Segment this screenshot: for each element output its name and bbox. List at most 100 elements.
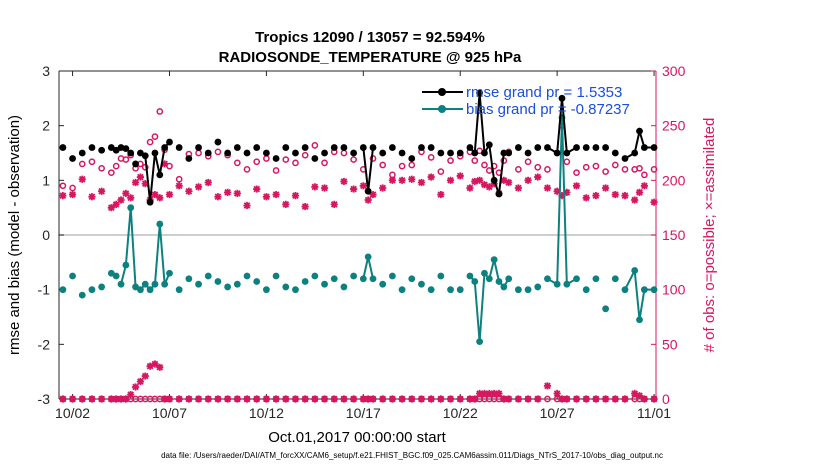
rmse-point xyxy=(59,144,66,151)
bias-point xyxy=(341,284,348,291)
bias-point xyxy=(282,284,289,291)
rmse-point xyxy=(418,144,425,151)
obs-assimilated-point xyxy=(428,173,435,180)
bias-point xyxy=(467,273,474,280)
bias-point xyxy=(244,273,251,280)
x-tick-label: 11/01 xyxy=(637,405,671,421)
bias-point xyxy=(360,275,367,282)
bias-point xyxy=(350,273,357,280)
bias-point xyxy=(481,270,488,277)
obs-assimilated-point xyxy=(331,201,338,208)
obs-assimilated-point xyxy=(302,203,309,210)
y-tick-label: -3 xyxy=(38,391,51,407)
bias-point xyxy=(176,286,183,293)
obs-assimilated-point xyxy=(69,191,76,198)
obs-assimilated-point xyxy=(176,182,183,189)
chart-title-line2: RADIOSONDE_TEMPERATURE @ 925 hPa xyxy=(219,49,522,66)
bias-point xyxy=(195,281,202,288)
obs-assimilated-point xyxy=(79,176,86,183)
obs-assimilated-point xyxy=(127,194,134,201)
obs-assimilated-point xyxy=(137,173,144,180)
obs-assimilated-point xyxy=(447,177,454,184)
bias-point xyxy=(69,273,76,280)
rmse-point xyxy=(273,155,280,162)
rmse-point xyxy=(631,150,638,157)
rmse-point xyxy=(331,144,338,151)
obs-assimilated-point xyxy=(263,193,270,200)
bias-point xyxy=(137,286,144,293)
obs-assimilated-point xyxy=(515,184,522,191)
bias-point xyxy=(59,286,66,293)
rmse-point xyxy=(399,150,406,157)
bias-point xyxy=(505,275,512,282)
obs-assimilated-point xyxy=(234,190,241,197)
obs-assimilated-point xyxy=(573,182,580,189)
obs-assimilated-point xyxy=(524,177,531,184)
rmse-point xyxy=(515,144,522,151)
obs-rejected-point xyxy=(156,364,163,371)
x-tick-label: 10/27 xyxy=(540,405,575,421)
bias-point xyxy=(147,286,154,293)
rmse-point xyxy=(98,147,105,154)
rmse-point xyxy=(147,199,154,206)
obs-assimilated-point xyxy=(621,192,628,199)
rmse-point xyxy=(379,150,386,157)
bias-point xyxy=(331,275,338,282)
rmse-point xyxy=(573,144,580,151)
bias-point xyxy=(641,286,648,293)
obs-assimilated-point xyxy=(505,179,512,186)
obs-assimilated-point xyxy=(214,193,221,200)
rmse-point xyxy=(224,150,231,157)
bias-point xyxy=(428,286,435,293)
obs-assimilated-point xyxy=(602,184,609,191)
bias-point xyxy=(89,286,96,293)
bias-point xyxy=(525,286,532,293)
bias-point xyxy=(544,275,551,282)
obs-assimilated-point xyxy=(253,185,260,192)
rmse-point xyxy=(69,155,76,162)
rmse-point xyxy=(166,139,173,146)
y-tick-label: -2 xyxy=(38,336,51,352)
figure: Tropics 12090 / 13057 = 92.594% RADIOSON… xyxy=(0,0,830,470)
obs-assimilated-point xyxy=(583,194,590,201)
rmse-point xyxy=(79,150,86,157)
obs-assimilated-point xyxy=(156,194,163,201)
rmse-point xyxy=(554,150,561,157)
bias-point xyxy=(418,281,425,288)
bias-point xyxy=(486,275,493,282)
bias-point xyxy=(500,284,507,291)
rmse-point xyxy=(127,150,134,157)
rmse-point xyxy=(292,150,299,157)
obs-assimilated-point xyxy=(205,179,212,186)
bias-point xyxy=(127,204,134,211)
obs-assimilated-point xyxy=(292,192,299,199)
bias-point xyxy=(292,286,299,293)
y-tick-label: 1 xyxy=(42,172,50,188)
obs-rejected-point xyxy=(544,382,551,389)
bias-point xyxy=(370,275,377,282)
rmse-point xyxy=(253,144,260,151)
legend-bias-label: bias grand pr = -0.87237 xyxy=(466,101,630,118)
bias-point xyxy=(122,262,129,269)
bias-point xyxy=(205,273,212,280)
y2-tick-label: 0 xyxy=(662,391,670,407)
y2-tick-label: 100 xyxy=(662,282,686,298)
obs-assimilated-point xyxy=(88,193,95,200)
rmse-point xyxy=(636,128,643,135)
obs-assimilated-point xyxy=(59,192,66,199)
rmse-point xyxy=(505,150,512,157)
bias-point xyxy=(447,286,454,293)
rmse-point xyxy=(176,144,183,151)
rmse-point xyxy=(481,150,488,157)
obs-assimilated-point xyxy=(311,183,318,190)
obs-assimilated-point xyxy=(195,183,202,190)
rmse-point xyxy=(525,150,532,157)
obs-assimilated-point xyxy=(389,177,396,184)
bias-point xyxy=(622,286,629,293)
rmse-point xyxy=(311,155,318,162)
rmse-point xyxy=(622,155,629,162)
rmse-point xyxy=(491,177,498,184)
rmse-point xyxy=(302,144,309,151)
rmse-point xyxy=(389,144,396,151)
legend-rmse-marker xyxy=(438,88,446,96)
